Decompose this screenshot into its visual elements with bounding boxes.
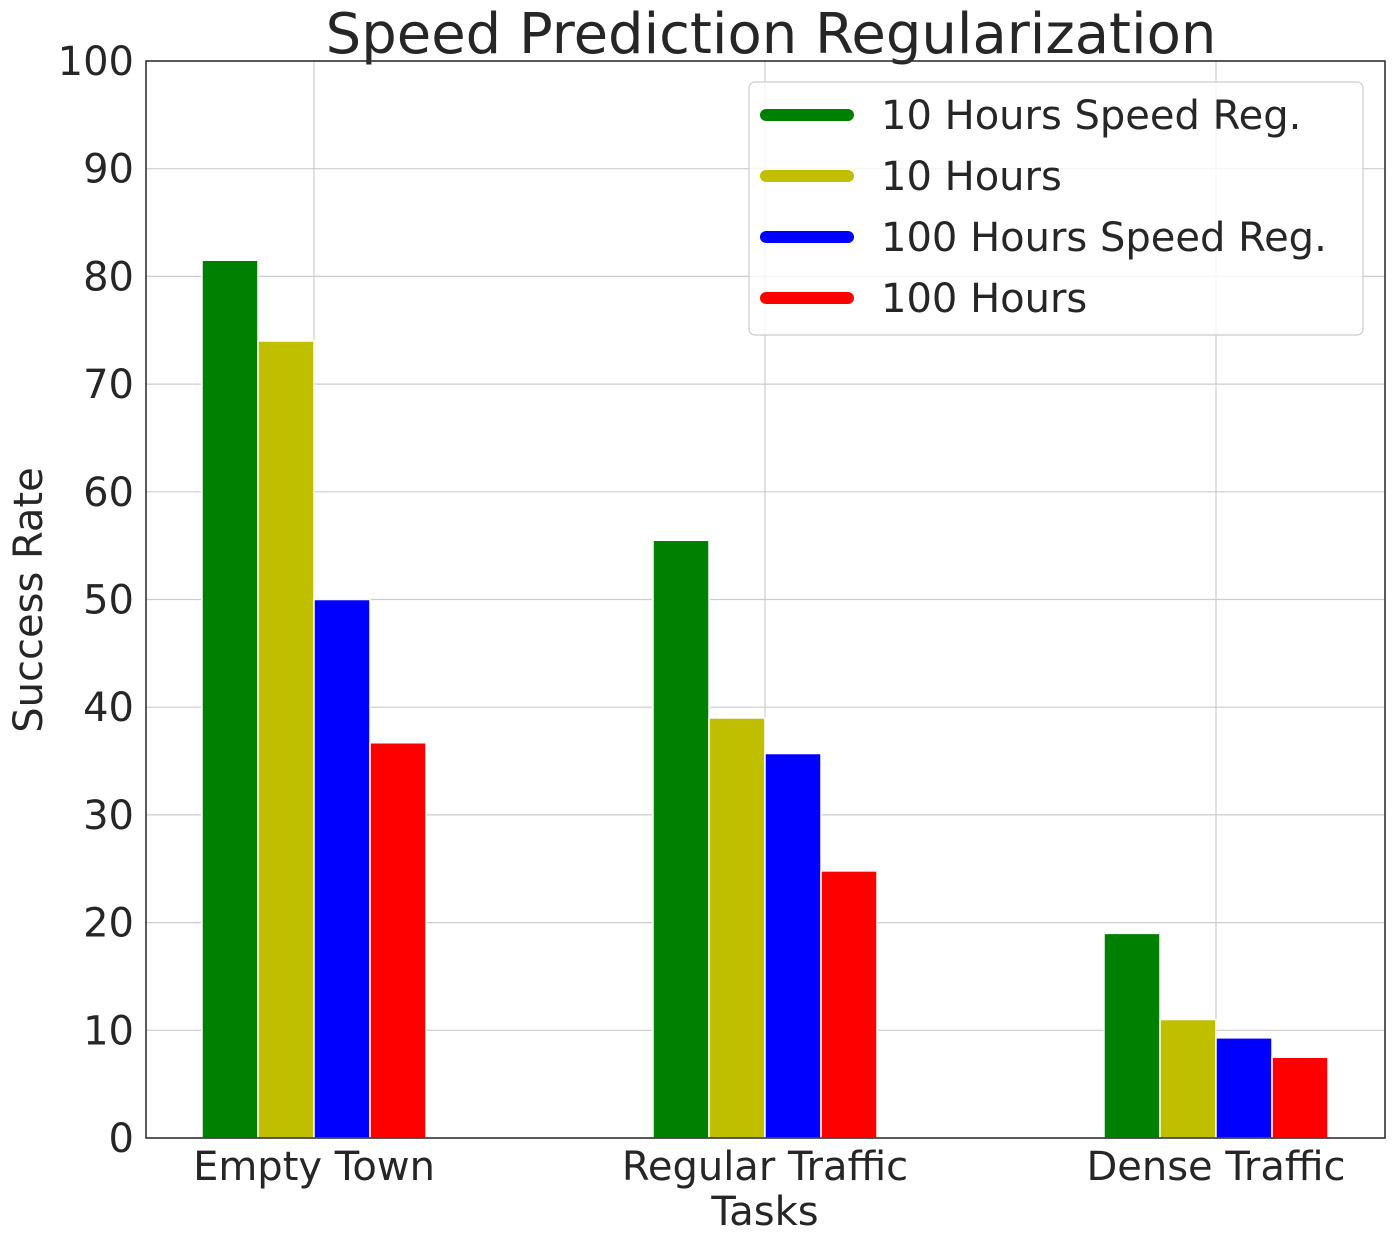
y-tick-label: 80 (83, 254, 134, 300)
y-tick-label: 10 (83, 1008, 134, 1054)
x-tick-labels: Empty Town Regular Traffic Dense Traffic (193, 1144, 1345, 1190)
legend-label: 100 Hours (881, 276, 1087, 322)
bar (201, 259, 259, 1139)
x-tick-label: Regular Traffic (622, 1144, 908, 1190)
bar (257, 340, 315, 1139)
bar (369, 741, 427, 1139)
bar (1103, 932, 1161, 1139)
legend: 10 Hours Speed Reg. 10 Hours 100 Hours Spe… (748, 81, 1364, 336)
bars (201, 259, 1329, 1139)
y-tick-label: 60 (83, 470, 134, 516)
x-tick-label: Dense Traffic (1086, 1144, 1345, 1190)
y-tick-label: 20 (83, 901, 134, 947)
bar (764, 752, 822, 1139)
x-axis-label: Tasks (710, 1189, 818, 1235)
y-tick-label: 40 (83, 685, 134, 731)
bar (820, 870, 878, 1139)
y-tick-label: 30 (83, 793, 134, 839)
y-tick-label: 90 (83, 147, 134, 193)
bar (652, 539, 710, 1139)
bar (1159, 1018, 1217, 1139)
chart-title: Speed Prediction Regularization (326, 2, 1217, 67)
plot-frame (145, 60, 1386, 1139)
y-tick-labels: 0 10 20 30 40 50 60 70 80 90 100 (58, 39, 134, 1162)
bar (1215, 1037, 1273, 1139)
bar (708, 717, 766, 1139)
legend-box (748, 81, 1364, 336)
y-tick-label: 50 (83, 578, 134, 624)
y-tick-label: 100 (58, 39, 134, 85)
y-axis-label: Success Rate (6, 467, 52, 732)
x-tick-label: Empty Town (193, 1144, 435, 1190)
bar (313, 598, 371, 1139)
legend-label: 10 Hours Speed Reg. (881, 93, 1301, 139)
legend-label: 100 Hours Speed Reg. (881, 215, 1327, 261)
legend-label: 10 Hours (881, 154, 1062, 200)
y-tick-label: 0 (109, 1116, 134, 1162)
bar (1271, 1056, 1329, 1139)
y-tick-label: 70 (83, 362, 134, 408)
